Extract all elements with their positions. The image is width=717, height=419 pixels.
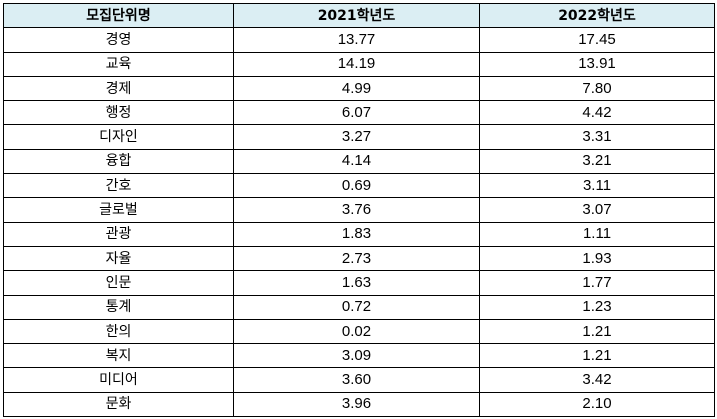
cell-2022-value[interactable]: 1.21 [479, 343, 715, 369]
table-row: 관광 1.83 1.11 [3, 221, 715, 247]
table-row: 복지 3.09 1.21 [3, 343, 715, 369]
cell-2022-value[interactable]: 3.42 [479, 367, 715, 393]
cell-2022-value[interactable]: 1.21 [479, 318, 715, 345]
cell-unit-name[interactable]: 글로벌 [3, 197, 234, 223]
spreadsheet-area: 모집단위명 2021학년도 2022학년도 경영 13.77 17.45 교육 14.1… [3, 2, 715, 418]
cell-2022-value[interactable]: 3.07 [479, 197, 715, 223]
cell-unit-name[interactable]: 미디어 [3, 367, 234, 393]
cell-2022-value[interactable]: 1.23 [479, 294, 715, 320]
cell-2022-value[interactable]: 17.45 [479, 27, 715, 53]
table-header: 모집단위명 2021학년도 2022학년도 [3, 2, 715, 29]
table-row: 교육 14.19 13.91 [3, 51, 715, 77]
table-row: 경영 13.77 17.45 [3, 27, 715, 53]
cell-2022-value[interactable]: 4.42 [479, 100, 715, 126]
header-unit-name[interactable]: 모집단위명 [3, 2, 234, 29]
table-body: 경영 13.77 17.45 교육 14.19 13.91 경제 4.99 7.80 행정 6.07… [3, 27, 715, 418]
cell-unit-name[interactable]: 문화 [3, 391, 234, 418]
table-row: 디자인 3.27 3.31 [3, 124, 715, 150]
cell-unit-name[interactable]: 한의 [3, 318, 234, 345]
header-row: 모집단위명 2021학년도 2022학년도 [3, 2, 715, 29]
table-row: 경제 4.99 7.80 [3, 75, 715, 102]
cell-unit-name[interactable]: 행정 [3, 100, 234, 126]
table-row: 글로벌 3.76 3.07 [3, 197, 715, 223]
cell-unit-name[interactable]: 경영 [3, 27, 234, 53]
table-row: 통계 0.72 1.23 [3, 294, 715, 320]
cell-unit-name[interactable]: 간호 [3, 173, 234, 199]
competition-rate-table: 모집단위명 2021학년도 2022학년도 경영 13.77 17.45 교육 14.1… [3, 2, 715, 418]
cell-2021-value[interactable]: 0.72 [233, 294, 480, 320]
cell-2021-value[interactable]: 3.09 [233, 343, 480, 369]
cell-2021-value[interactable]: 13.77 [233, 27, 480, 53]
cell-2022-value[interactable]: 2.10 [479, 391, 715, 418]
cell-2022-value[interactable]: 3.21 [479, 148, 715, 175]
cell-2021-value[interactable]: 3.60 [233, 367, 480, 393]
cell-2021-value[interactable]: 3.76 [233, 197, 480, 223]
cell-2022-value[interactable]: 1.93 [479, 245, 715, 272]
cell-unit-name[interactable]: 관광 [3, 221, 234, 247]
cell-2022-value[interactable]: 3.31 [479, 124, 715, 150]
cell-unit-name[interactable]: 경제 [3, 75, 234, 102]
table-row: 한의 0.02 1.21 [3, 318, 715, 345]
table-row: 행정 6.07 4.42 [3, 100, 715, 126]
cell-2021-value[interactable]: 1.63 [233, 270, 480, 296]
table-row: 자율 2.73 1.93 [3, 245, 715, 272]
cell-2021-value[interactable]: 1.83 [233, 221, 480, 247]
cell-2022-value[interactable]: 7.80 [479, 75, 715, 102]
table-row: 간호 0.69 3.11 [3, 173, 715, 199]
cell-2022-value[interactable]: 1.77 [479, 270, 715, 296]
cell-2022-value[interactable]: 1.11 [479, 221, 715, 247]
cell-2022-value[interactable]: 13.91 [479, 51, 715, 77]
cell-unit-name[interactable]: 자율 [3, 245, 234, 272]
cell-2021-value[interactable]: 0.02 [233, 318, 480, 345]
header-year-2021[interactable]: 2021학년도 [233, 2, 480, 29]
table-row: 미디어 3.60 3.42 [3, 367, 715, 393]
cell-2021-value[interactable]: 4.99 [233, 75, 480, 102]
cell-2022-value[interactable]: 3.11 [479, 173, 715, 199]
cell-unit-name[interactable]: 복지 [3, 343, 234, 369]
cell-2021-value[interactable]: 4.14 [233, 148, 480, 175]
header-year-2022[interactable]: 2022학년도 [479, 2, 715, 29]
cell-unit-name[interactable]: 통계 [3, 294, 234, 320]
cell-unit-name[interactable]: 교육 [3, 51, 234, 77]
table-row: 문화 3.96 2.10 [3, 391, 715, 418]
cell-2021-value[interactable]: 2.73 [233, 245, 480, 272]
cell-unit-name[interactable]: 융합 [3, 148, 234, 175]
cell-2021-value[interactable]: 3.96 [233, 391, 480, 418]
cell-2021-value[interactable]: 0.69 [233, 173, 480, 199]
cell-2021-value[interactable]: 3.27 [233, 124, 480, 150]
cell-2021-value[interactable]: 6.07 [233, 100, 480, 126]
cell-unit-name[interactable]: 인문 [3, 270, 234, 296]
cell-unit-name[interactable]: 디자인 [3, 124, 234, 150]
table-row: 인문 1.63 1.77 [3, 270, 715, 296]
table-row: 융합 4.14 3.21 [3, 148, 715, 175]
cell-2021-value[interactable]: 14.19 [233, 51, 480, 77]
